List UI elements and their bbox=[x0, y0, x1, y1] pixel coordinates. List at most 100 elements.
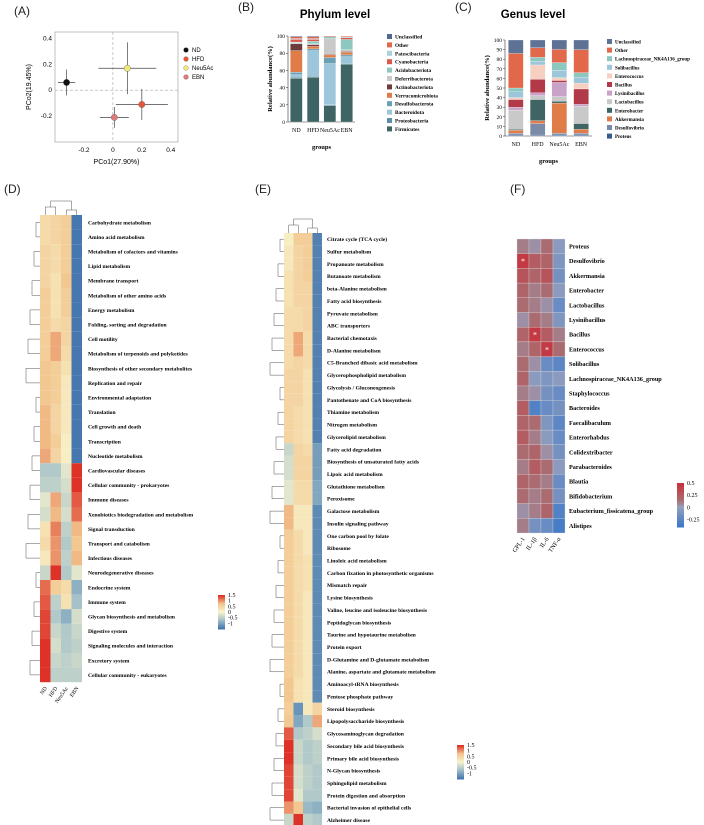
legend-color-step bbox=[218, 605, 225, 607]
heatmap-cell bbox=[50, 390, 61, 405]
heatmap-cell bbox=[293, 591, 303, 604]
row-label: ABC transporters bbox=[327, 324, 371, 330]
bar-segment-hfd bbox=[307, 39, 320, 42]
legend-swatch bbox=[387, 92, 392, 98]
point-neu5ac bbox=[98, 42, 157, 95]
bar-segment-neu5ac bbox=[323, 53, 336, 56]
row-label: Cell growth and death bbox=[88, 425, 142, 431]
heatmap-cell bbox=[516, 415, 530, 431]
row-label: N-Glycan biosynthesis bbox=[327, 769, 381, 775]
row-label: Lysine biosynthesis bbox=[327, 596, 374, 602]
point-marker bbox=[123, 64, 131, 72]
row-label: Ribosome bbox=[327, 546, 351, 552]
heatmap-cell bbox=[303, 764, 313, 777]
heatmap-cell bbox=[61, 346, 72, 361]
bar-segment-nd bbox=[290, 74, 303, 78]
legend-color-step bbox=[677, 485, 684, 488]
heatmap-cell bbox=[312, 492, 322, 505]
heatmap-cell bbox=[50, 477, 61, 493]
heatmap-cell bbox=[61, 609, 72, 624]
bar-segment-ebn bbox=[340, 49, 353, 52]
bar-segment-nd bbox=[508, 87, 524, 92]
heatmap-cell bbox=[293, 344, 303, 357]
bar-segment-neu5ac bbox=[323, 63, 336, 105]
heatmap-cell bbox=[50, 638, 61, 653]
legend-color-step bbox=[457, 759, 464, 762]
heatmap-cell bbox=[61, 507, 72, 522]
heatmap-cell bbox=[71, 302, 82, 318]
heatmap-cell bbox=[40, 507, 51, 522]
heatmap-cell bbox=[293, 752, 303, 765]
bar-segment-neu5ac bbox=[323, 104, 336, 106]
heatmap-cell bbox=[303, 331, 313, 345]
correlation-heatmap: Proteus Desulfovibrio Akkermansia Enterobac… bbox=[511, 238, 700, 555]
heatmap-cell bbox=[40, 302, 51, 318]
bar-segment-ebn bbox=[340, 52, 353, 56]
heatmap-cell bbox=[284, 319, 294, 332]
column-label: ND bbox=[39, 686, 49, 696]
heatmap-cell bbox=[71, 667, 82, 683]
heatmap-cell bbox=[528, 371, 542, 387]
y-tick-label: 30 bbox=[497, 105, 503, 111]
heatmap-cell bbox=[303, 307, 313, 320]
heatmap-cell bbox=[40, 477, 51, 493]
heatmap-cell bbox=[61, 317, 72, 332]
heatmap-cell bbox=[50, 623, 61, 639]
row-label: Immune system bbox=[88, 600, 126, 606]
legend-color-step bbox=[218, 600, 225, 603]
heatmap-cell bbox=[552, 282, 566, 298]
legend-tick-label: 1.5 bbox=[467, 743, 475, 749]
heatmap-cell bbox=[540, 400, 554, 416]
dendrogram-branch bbox=[31, 280, 40, 296]
bar-segment-ebn bbox=[340, 54, 353, 57]
legend-color-step bbox=[457, 775, 464, 778]
heatmap-cell bbox=[40, 609, 51, 624]
legend-color-step bbox=[677, 513, 684, 516]
legend-color-step bbox=[677, 522, 684, 525]
legend-tick-label: 1.5 bbox=[228, 593, 236, 599]
bar-segment-nd bbox=[508, 130, 524, 134]
heatmap-cell bbox=[50, 580, 61, 595]
heatmap-cell bbox=[540, 238, 554, 254]
column-label: TNF-α bbox=[547, 536, 563, 555]
legend-label: Solibacillus bbox=[615, 66, 640, 71]
row-label: Infectious diseases bbox=[88, 556, 133, 562]
dendrogram-branch bbox=[29, 309, 40, 325]
heatmap-cell bbox=[312, 368, 322, 382]
heatmap-cell bbox=[61, 331, 72, 347]
heatmap-cell bbox=[293, 418, 303, 431]
x-axis-label: groups bbox=[312, 144, 331, 151]
heatmap-cell bbox=[284, 257, 294, 271]
dendrogram-branch bbox=[293, 218, 313, 228]
heatmap-cell bbox=[40, 361, 51, 376]
dendrogram-branch bbox=[277, 411, 284, 425]
legend-color-step bbox=[677, 487, 684, 490]
legend-label: Bacteroidota bbox=[395, 110, 424, 116]
heatmap-cell bbox=[528, 474, 542, 490]
heatmap-cell bbox=[540, 312, 554, 328]
column-label: IL-1β bbox=[525, 536, 539, 552]
legend-tick-label: -1 bbox=[467, 771, 472, 777]
legend-swatch bbox=[387, 101, 392, 107]
heatmap-cell bbox=[303, 591, 313, 604]
heatmap-cell bbox=[50, 653, 61, 668]
legend-color-step bbox=[218, 617, 225, 620]
bar-segment-nd bbox=[508, 132, 524, 136]
heatmap-cell bbox=[540, 429, 554, 445]
bar-segment-nd bbox=[508, 107, 524, 111]
column-dendrogram bbox=[45, 200, 77, 215]
heatmap-cell bbox=[50, 609, 61, 624]
heatmap-cell bbox=[303, 677, 313, 691]
legend-label-ebn: EBN bbox=[192, 75, 204, 81]
heatmap-cell bbox=[61, 463, 72, 478]
heatmap-cell bbox=[71, 375, 82, 391]
bar-segment-ebn bbox=[573, 49, 589, 73]
legend-label: Other bbox=[615, 49, 629, 54]
row-label: Fatty acid degradation bbox=[327, 447, 382, 453]
heatmap-cell bbox=[71, 346, 82, 361]
bar-segment-nd bbox=[290, 38, 303, 40]
heatmap-cell bbox=[71, 404, 82, 420]
y-tick-label: 40 bbox=[497, 96, 503, 102]
heatmap-cell bbox=[303, 270, 313, 283]
row-label: Lysinibacillus bbox=[569, 317, 606, 324]
